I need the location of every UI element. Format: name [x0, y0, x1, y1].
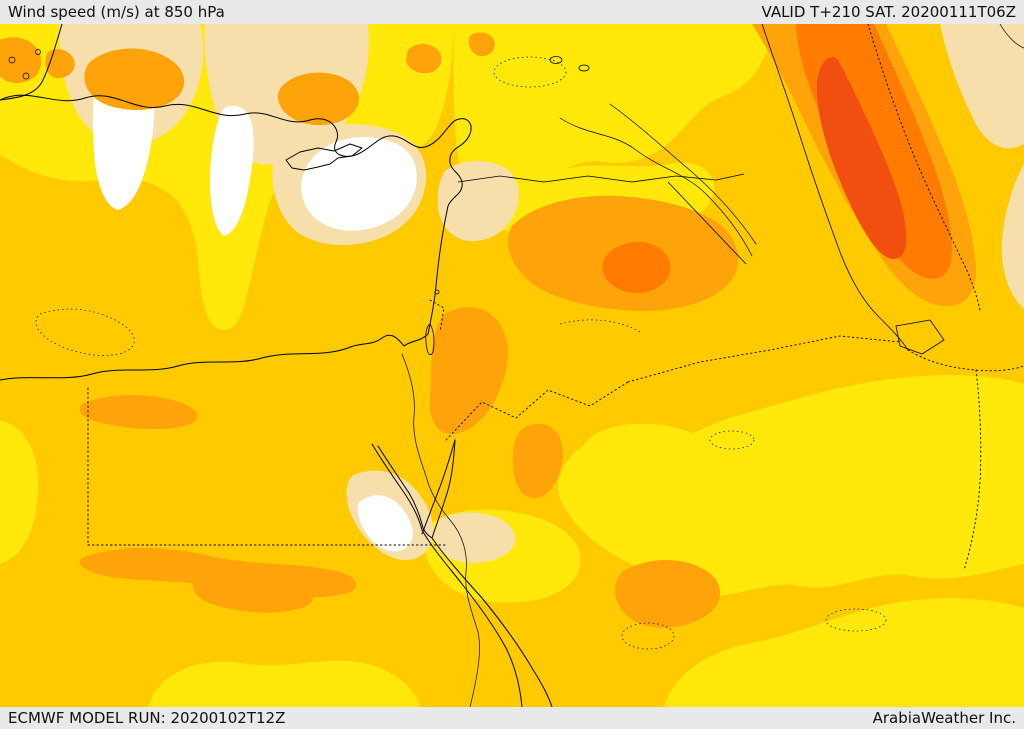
iraq-iran-border	[761, 24, 909, 351]
iraq-saudi-border	[627, 335, 901, 383]
kuwait-border	[895, 319, 945, 355]
brand-label: ArabiaWeather Inc.	[872, 708, 1016, 727]
cyprus-coastline	[285, 143, 363, 171]
valid-time-label: VALID T+210 SAT. 20200111T06Z	[761, 2, 1016, 21]
dotted-contours	[35, 56, 887, 650]
euphrates-river	[559, 117, 753, 257]
jordan-saudi-border	[445, 381, 629, 441]
dead-sea	[425, 323, 435, 356]
country-borders	[87, 24, 1024, 571]
wind-fill-layer	[0, 24, 1024, 707]
model-run-label: ECMWF MODEL RUN: 20200102T12Z	[8, 708, 286, 727]
iran-zagros-border	[867, 24, 981, 311]
syria-iraq-border	[667, 181, 747, 265]
israel-jordan-border	[429, 299, 445, 333]
red-sea-coastline	[421, 529, 523, 707]
mediterranean-coastline	[0, 94, 472, 381]
header-bar: Wind speed (m/s) at 850 hPa VALID T+210 …	[0, 0, 1024, 24]
coastlines	[0, 24, 1024, 707]
map-title: Wind speed (m/s) at 850 hPa	[8, 2, 225, 21]
turkey-syria-border	[457, 173, 745, 183]
wind-map-container	[0, 24, 1024, 707]
tigris-river	[609, 103, 757, 245]
wind-map	[0, 24, 1024, 707]
nile-river	[401, 353, 480, 707]
footer-bar: ECMWF MODEL RUN: 20200102T12Z ArabiaWeat…	[0, 707, 1024, 729]
